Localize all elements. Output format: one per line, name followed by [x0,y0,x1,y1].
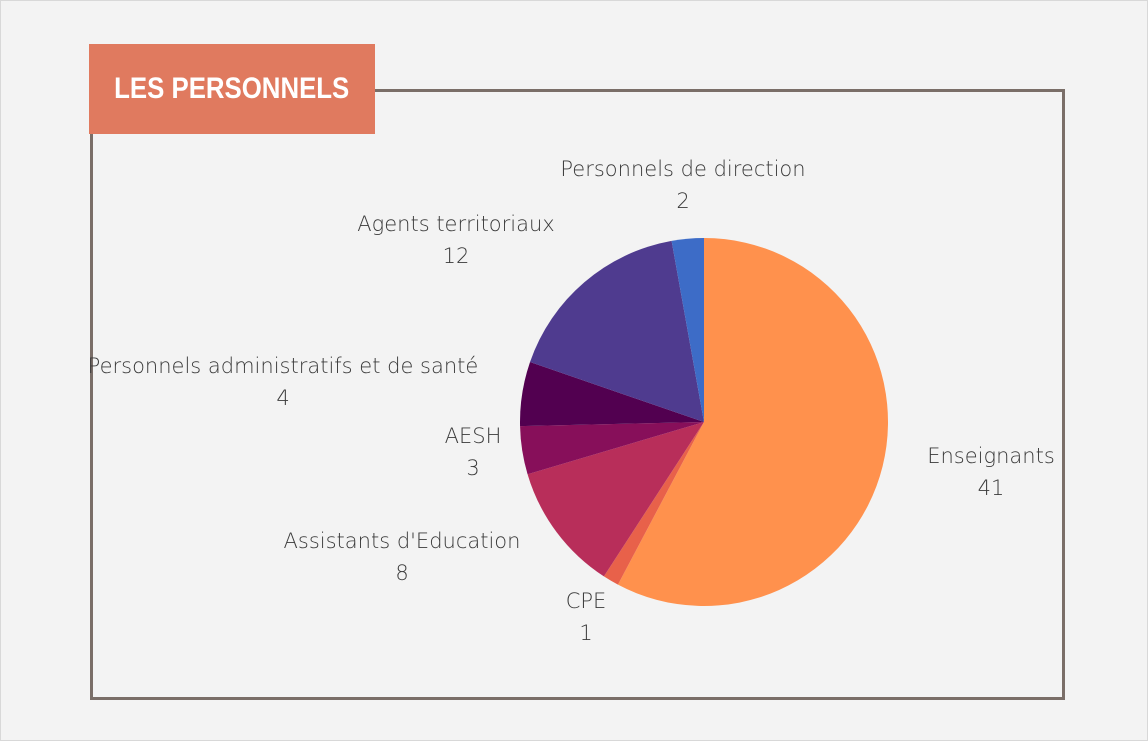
slice-label-enseignants: Enseignants [927,444,1055,468]
chart-frame [90,89,1065,700]
slice-label-cpe: CPE [566,589,607,613]
pie-slice-personnels-de-direction [671,237,704,422]
pie-slice-personnels-administratifs-et-de-sante [520,362,704,427]
slice-value-aesh: 3 [466,456,479,480]
slice-value-agents-territoriaux: 12 [443,244,470,268]
slice-label-agents-territoriaux: Agents territoriaux [357,212,554,236]
slice-label-personnels-de-direction: Personnels de direction [560,157,805,181]
pie-slice-aesh [520,422,704,475]
slice-value-cpe: 1 [579,621,592,645]
pie-slice-agents-territoriaux [530,240,704,422]
pie-slice-enseignants [617,238,889,606]
slice-value-personnels-de-direction: 2 [676,189,689,213]
pie-labels: Enseignants 41 CPE 1 Assistants d'Education 8… [88,157,1055,645]
slice-value-enseignants: 41 [978,476,1005,500]
slice-label-aesh: AESH [445,424,502,448]
slice-label-assistants-d-education: Assistants d'Education [284,529,521,553]
pie-slices [520,237,889,606]
pie-slice-assistants-d-education [527,422,704,577]
pie-slice-cpe [603,422,704,585]
title-banner: LES PERSONNELS [89,44,375,134]
slice-value-personnels-administratifs-et-de-sante: 4 [276,386,289,410]
slice-value-assistants-d-education: 8 [395,561,408,585]
slice-label-personnels-administratifs-et-de-sante: Personnels administratifs et de santé [88,354,479,378]
page-title: LES PERSONNELS [114,72,350,105]
